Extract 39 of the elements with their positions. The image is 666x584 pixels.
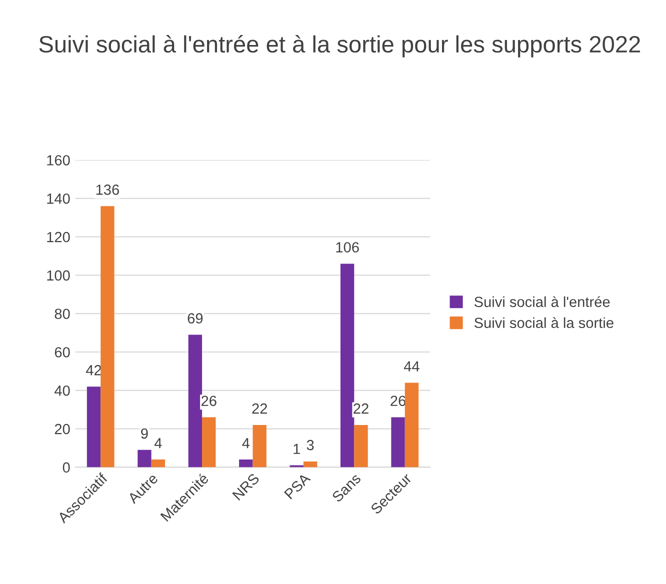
bar <box>303 461 318 468</box>
bar <box>239 460 253 468</box>
x-tick-label: PSA <box>284 472 312 500</box>
bar <box>391 417 405 468</box>
data-label: 26 <box>202 396 216 406</box>
bar <box>188 334 202 468</box>
data-label: 4 <box>154 438 162 448</box>
data-label: 22 <box>252 403 267 414</box>
bar <box>100 206 114 468</box>
data-label: 4 <box>242 438 250 448</box>
y-tick-label: 120 <box>47 232 70 242</box>
data-label: 1 <box>294 444 300 454</box>
y-tick-label: 0 <box>62 462 70 473</box>
bar <box>404 382 419 468</box>
bar <box>252 424 266 468</box>
bar <box>138 450 152 468</box>
y-tick-label: 60 <box>54 347 70 358</box>
bar <box>86 386 101 468</box>
y-tick-label: 80 <box>54 308 70 320</box>
chart-title: Suivi social à l'entrée et à la sortie pour les supports 2022 <box>39 35 640 58</box>
data-label: 26 <box>390 396 406 406</box>
y-tick-label: 20 <box>54 424 70 434</box>
data-label: 136 <box>96 184 119 195</box>
data-label: 3 <box>306 440 314 450</box>
y-tick-label: 100 <box>47 270 70 281</box>
bar <box>151 460 166 468</box>
y-tick-label: 140 <box>47 194 70 204</box>
y-tick-label: 40 <box>54 386 70 396</box>
data-label: 9 <box>141 428 148 439</box>
y-tick-label: 160 <box>47 155 70 166</box>
bar <box>354 424 368 468</box>
bar <box>202 417 216 468</box>
data-label: 22 <box>354 403 368 414</box>
legend-label: Suivi social à la sortie <box>474 317 614 328</box>
data-label: 106 <box>336 242 359 252</box>
legend-label: Suivi social à l'entrée <box>474 296 610 308</box>
bar <box>340 264 354 468</box>
data-label: 69 <box>188 313 203 324</box>
data-label: 44 <box>404 361 420 372</box>
